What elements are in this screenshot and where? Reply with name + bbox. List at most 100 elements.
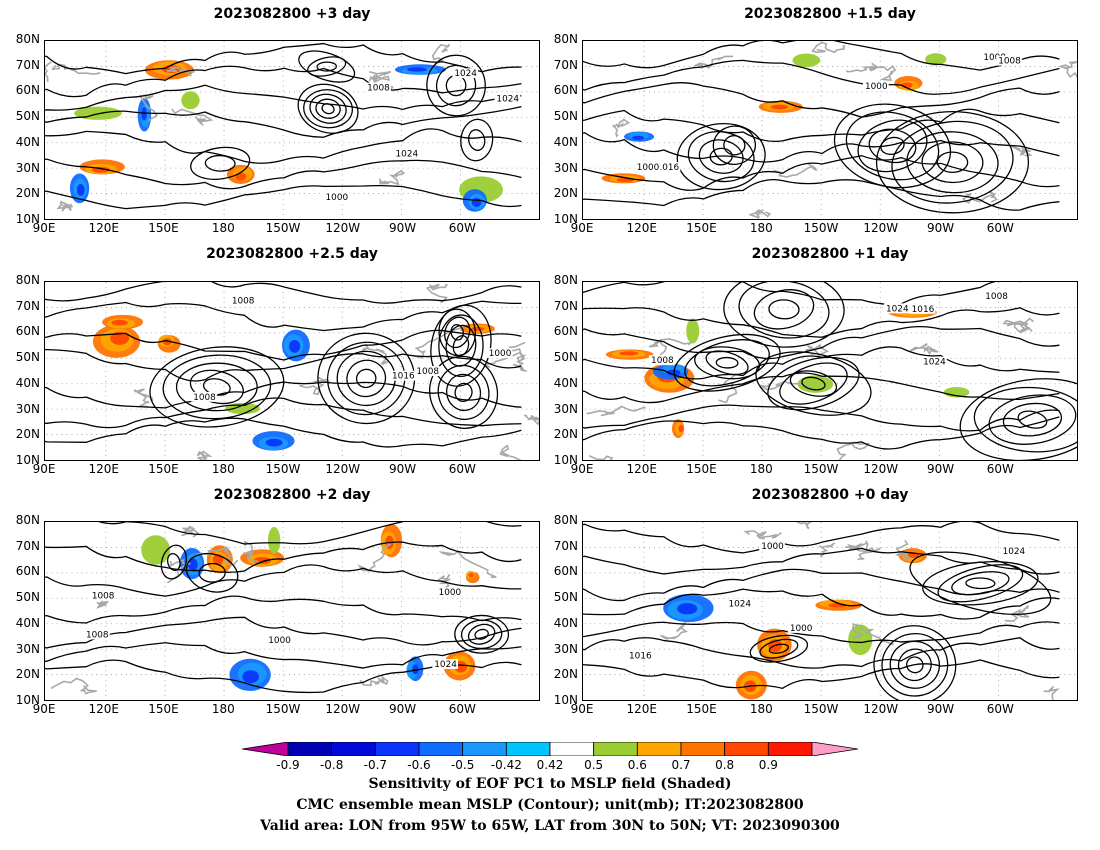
lon-tick-label: 90W: [926, 702, 955, 716]
colorbar-tick-label: 0.9: [758, 758, 778, 772]
contour-label: 1000: [439, 588, 462, 598]
lat-tick-label: 60N: [553, 564, 578, 579]
lat-tick-label: 10N: [15, 453, 40, 467]
lat-tick-label: 80N: [553, 513, 578, 527]
lat-tick-label: 40N: [553, 134, 578, 149]
contour-label: 1000: [489, 349, 512, 359]
colorbar-svg: [242, 742, 858, 756]
panel-title: 2023082800 +2.5 day: [206, 246, 378, 262]
colorbar-tick-label: 0.5: [584, 758, 604, 772]
map-panel: 1000 1008 1008 1024 1000: [44, 521, 540, 701]
lat-tick-label: 40N: [15, 615, 40, 630]
lat-tick-label: 60N: [15, 83, 40, 98]
contour-label: 1008: [985, 292, 1008, 302]
lon-tick-label: 120W: [325, 702, 361, 716]
colorbar-swatch: [593, 742, 638, 756]
lat-tick-label: 80N: [15, 32, 40, 46]
lon-tick-label: 180: [211, 702, 235, 716]
lon-tick-label: 150W: [265, 221, 301, 235]
lon-tick-label: 120W: [325, 462, 361, 476]
colorbar-tick-label: -0.7: [363, 758, 388, 772]
panel-title: 2023082800 +1 day: [751, 246, 909, 262]
lon-tick-label: 60W: [986, 702, 1014, 716]
footer-line-1: Sensitivity of EOF PC1 to MSLP field (Sh…: [368, 776, 732, 792]
contour-label: 1024: [886, 304, 909, 314]
contour-label: 1016: [657, 163, 680, 173]
lat-tick-label: 20N: [553, 186, 578, 201]
lon-tick-label: 150W: [803, 702, 839, 716]
footer-line-3: Valid area: LON from 95W to 65W, LAT fro…: [260, 818, 840, 834]
lon-tick-label: 60W: [448, 462, 476, 476]
lat-tick-label: 50N: [15, 109, 40, 124]
lon-tick-label: 150E: [148, 462, 179, 476]
contour-label: 1008: [232, 297, 255, 307]
lon-tick-label: 90W: [926, 462, 955, 476]
contour-label: 1024: [1003, 547, 1026, 557]
colorbar-swatch: [636, 742, 682, 756]
lat-tick-label: 70N: [15, 538, 40, 553]
lat-tick-label: 70N: [553, 57, 578, 72]
lat-tick-label: 70N: [15, 57, 40, 72]
colorbar-swatch: [767, 742, 813, 756]
lon-tick-label: 150W: [265, 702, 301, 716]
lat-tick-label: 50N: [553, 590, 578, 605]
lat-tick-label: 40N: [15, 375, 40, 390]
lat-tick-label: 30N: [553, 641, 578, 656]
colorbar-swatch: [287, 742, 333, 756]
lon-tick-label: 90W: [388, 221, 417, 235]
lat-tick-label: 80N: [553, 32, 578, 46]
contour-label: 1008: [651, 356, 674, 366]
lon-tick-label: 150W: [803, 462, 839, 476]
contour-label: 1000: [761, 542, 784, 552]
lon-tick-label: 180: [749, 702, 773, 716]
lat-tick-label: 40N: [15, 134, 40, 149]
lat-tick-label: 50N: [15, 590, 40, 605]
colorbar-swatch: [505, 742, 551, 756]
lat-tick-label: 70N: [553, 298, 578, 313]
contour-label: 1024: [434, 660, 457, 670]
lat-tick-label: 20N: [15, 186, 40, 201]
colorbar-swatch: [680, 742, 726, 756]
lat-tick-label: 60N: [15, 564, 40, 579]
map-panel: 1024 1008 1000 1024 1024: [44, 40, 540, 220]
lat-tick-label: 30N: [15, 401, 40, 416]
lat-tick-label: 10N: [553, 212, 578, 226]
lon-tick-label: 90W: [926, 221, 955, 235]
lon-tick-label: 90E: [570, 221, 594, 235]
lon-tick-label: 60W: [986, 221, 1014, 235]
lat-tick-label: 60N: [15, 324, 40, 339]
colorbar-tick-label: -0.9: [276, 758, 300, 772]
lon-tick-label: 120W: [325, 221, 361, 235]
lon-tick-label: 90E: [32, 221, 56, 235]
lon-tick-label: 90E: [32, 462, 56, 476]
colorbar-tick-label: 0.8: [715, 758, 735, 772]
footer-line-2: CMC ensemble mean MSLP (Contour); unit(m…: [296, 797, 804, 813]
contour-label: 1008: [983, 53, 1006, 63]
contour-label: 1000: [865, 82, 888, 92]
lon-tick-label: 150E: [686, 462, 717, 476]
lon-tick-label: 120E: [626, 221, 658, 235]
contour-label: 1000: [637, 163, 660, 173]
lat-tick-label: 10N: [553, 453, 578, 467]
lon-tick-label: 90E: [570, 702, 594, 716]
lon-tick-label: 150E: [148, 221, 179, 235]
panel-title: 2023082800 +2 day: [213, 487, 371, 503]
contour-label: 1024: [454, 69, 477, 79]
colorbar-tick-label: -0.6: [407, 758, 431, 772]
lon-tick-label: 90W: [388, 462, 417, 476]
lon-tick-label: 120W: [863, 702, 899, 716]
colorbar-tick-label: 0.42: [536, 758, 564, 772]
lon-tick-label: 90E: [570, 462, 594, 476]
colorbar-tick-label: 0.6: [627, 758, 647, 772]
colorbar-swatch: [374, 742, 420, 756]
map-panel: 1024 1024 1000 1016 1000: [582, 521, 1078, 701]
lat-tick-label: 60N: [553, 83, 578, 98]
lat-tick-label: 10N: [15, 693, 40, 707]
colorbar-tick-label: 0.7: [671, 758, 691, 772]
contour-label: 1024: [396, 150, 419, 160]
lat-tick-label: 50N: [553, 350, 578, 365]
lon-tick-label: 150W: [803, 221, 839, 235]
colorbar-tick-label: -0.8: [319, 758, 344, 772]
lat-tick-label: 80N: [553, 273, 578, 287]
lon-tick-label: 90E: [32, 702, 56, 716]
